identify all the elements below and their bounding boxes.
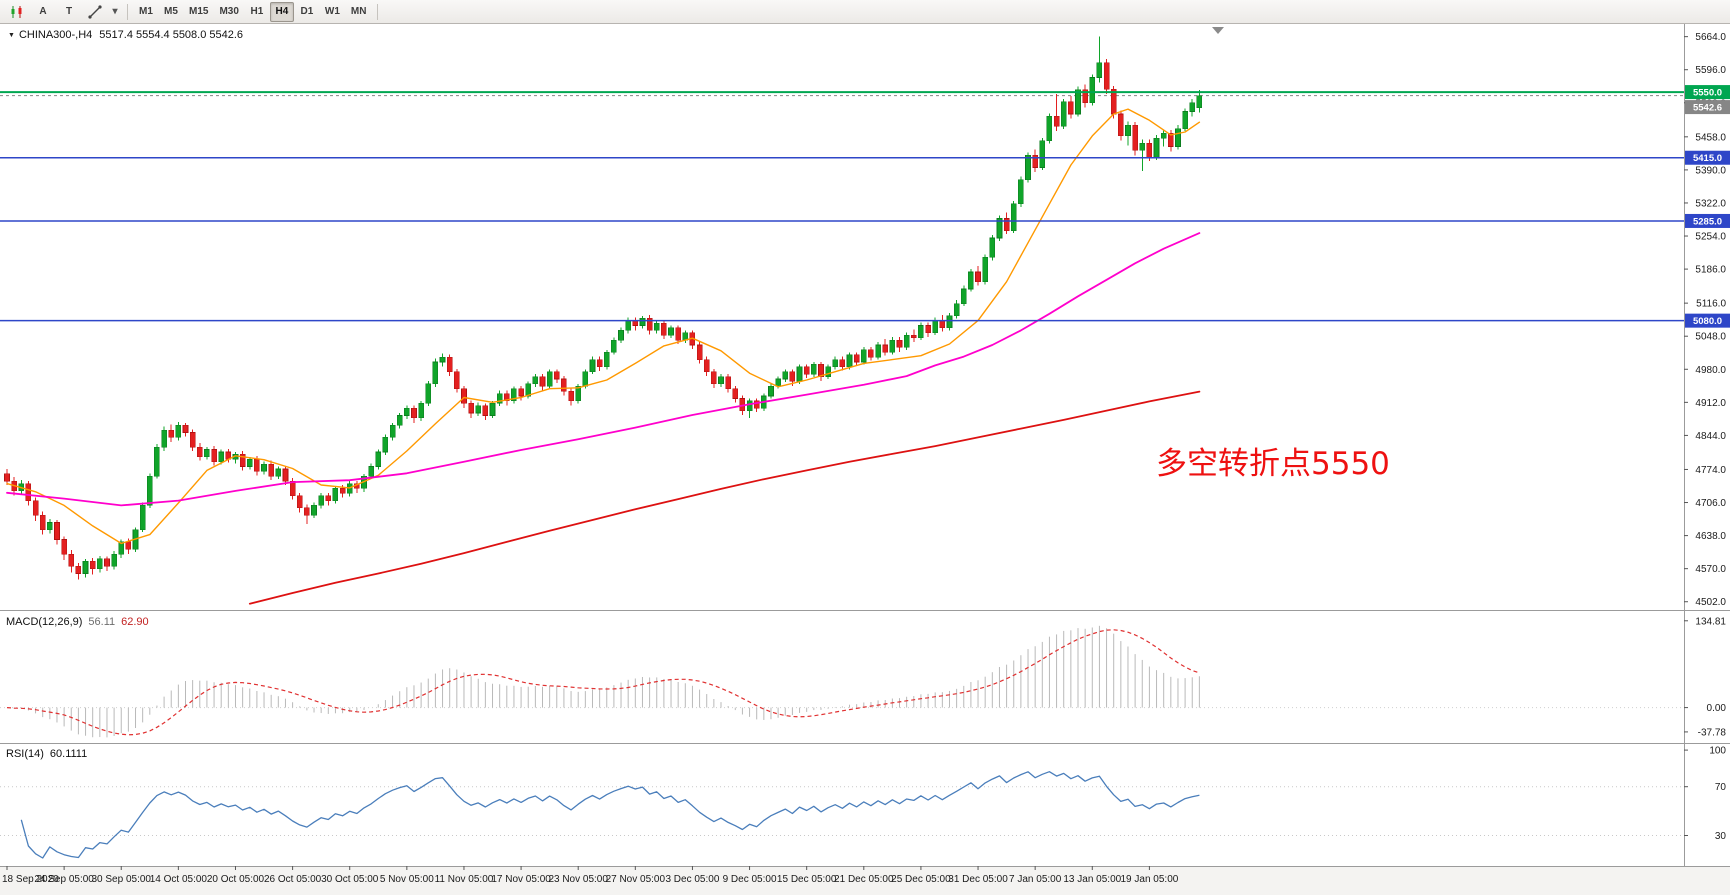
chart-shift-marker[interactable] xyxy=(1212,27,1224,34)
svg-text:21 Dec 05:00: 21 Dec 05:00 xyxy=(834,874,894,885)
trendline-tool-button[interactable] xyxy=(83,2,107,22)
svg-text:5048.0: 5048.0 xyxy=(1695,332,1726,343)
rsi-name: RSI(14) xyxy=(6,748,44,760)
svg-text:25 Dec 05:00: 25 Dec 05:00 xyxy=(891,874,951,885)
svg-text:0.00: 0.00 xyxy=(1707,703,1727,714)
svg-text:15 Dec 05:00: 15 Dec 05:00 xyxy=(777,874,837,885)
candlestick-chart-icon-button[interactable] xyxy=(5,2,29,22)
timeframe-button-m5[interactable]: M5 xyxy=(159,2,183,22)
text-tool-t-button[interactable]: T xyxy=(57,2,81,22)
timeframe-button-w1[interactable]: W1 xyxy=(320,2,345,22)
svg-text:13 Jan 05:00: 13 Jan 05:00 xyxy=(1063,874,1121,885)
svg-text:134.81: 134.81 xyxy=(1695,616,1726,627)
timeframe-button-h4[interactable]: H4 xyxy=(269,1,294,22)
price-badge-5415.0: 5415.0 xyxy=(1685,150,1730,165)
rsi-line xyxy=(20,771,1200,859)
macd-pane xyxy=(0,625,1684,738)
svg-text:5390.0: 5390.0 xyxy=(1695,165,1726,176)
cursor-tool-a-button[interactable]: A xyxy=(31,2,55,22)
price-badge-5285.0: 5285.0 xyxy=(1685,213,1730,228)
svg-text:5322.0: 5322.0 xyxy=(1695,198,1726,209)
svg-text:5550.0: 5550.0 xyxy=(1693,88,1722,99)
svg-text:-37.78: -37.78 xyxy=(1698,727,1727,738)
svg-text:11 Nov 05:00: 11 Nov 05:00 xyxy=(435,874,494,885)
macd-signal-value: 62.90 xyxy=(121,616,149,628)
symbol-ohlc-label: ▼ CHINA300-,H4 5517.4 5554.4 5508.0 5542.6 xyxy=(8,29,243,41)
timeframe-button-d1[interactable]: D1 xyxy=(295,2,319,22)
svg-text:7 Jan 05:00: 7 Jan 05:00 xyxy=(1009,874,1062,885)
price-badge-5080.0: 5080.0 xyxy=(1685,313,1730,328)
ohlc-values: 5517.4 5554.4 5508.0 5542.6 xyxy=(99,29,244,41)
svg-text:5186.0: 5186.0 xyxy=(1695,265,1726,276)
svg-text:5415.0: 5415.0 xyxy=(1693,153,1722,164)
svg-text:27 Nov 05:00: 27 Nov 05:00 xyxy=(606,874,666,885)
svg-text:5254.0: 5254.0 xyxy=(1695,232,1726,243)
svg-text:4912.0: 4912.0 xyxy=(1695,398,1726,409)
timeframe-group: M1 M5 M15 M30 H1 H4 D1 W1 MN xyxy=(134,1,372,22)
svg-text:30: 30 xyxy=(1715,831,1727,842)
macd-signal-line xyxy=(6,629,1200,736)
ma-slow-line xyxy=(248,390,1201,605)
svg-text:30 Oct 05:00: 30 Oct 05:00 xyxy=(321,874,379,885)
chart-annotation-text[interactable]: 多空转折点5550 xyxy=(1156,446,1390,482)
timeframe-button-m30[interactable]: M30 xyxy=(214,2,243,22)
svg-text:26 Oct 05:00: 26 Oct 05:00 xyxy=(264,874,322,885)
svg-text:5285.0: 5285.0 xyxy=(1693,216,1722,227)
svg-text:100: 100 xyxy=(1709,746,1726,757)
macd-indicator-label: MACD(12,26,9) 56.11 62.90 xyxy=(6,616,149,628)
rsi-indicator-label: RSI(14) 60.1111 xyxy=(6,748,87,760)
svg-text:4706.0: 4706.0 xyxy=(1695,498,1726,509)
svg-text:3 Dec 05:00: 3 Dec 05:00 xyxy=(665,874,719,885)
svg-text:5542.6: 5542.6 xyxy=(1693,103,1722,114)
timeframe-button-mn[interactable]: MN xyxy=(346,2,372,22)
svg-text:18 Sep 2020: 18 Sep 2020 xyxy=(2,874,59,885)
time-axis-strip[interactable] xyxy=(0,866,1730,895)
svg-text:17 Nov 05:00: 17 Nov 05:00 xyxy=(491,874,551,885)
svg-text:4774.0: 4774.0 xyxy=(1695,465,1726,476)
svg-text:4638.0: 4638.0 xyxy=(1695,531,1726,542)
svg-text:5458.0: 5458.0 xyxy=(1695,132,1726,143)
rsi-value: 60.1111 xyxy=(49,748,88,760)
svg-text:23 Nov 05:00: 23 Nov 05:00 xyxy=(548,874,608,885)
price-badge-5550.0: 5550.0 xyxy=(1685,85,1730,100)
timeframe-button-m15[interactable]: M15 xyxy=(184,2,213,22)
svg-text:5664.0: 5664.0 xyxy=(1695,32,1726,43)
svg-text:14 Oct 05:00: 14 Oct 05:00 xyxy=(150,874,208,885)
svg-text:5080.0: 5080.0 xyxy=(1693,316,1722,327)
macd-name: MACD(12,26,9) xyxy=(6,616,83,628)
svg-text:5116.0: 5116.0 xyxy=(1696,299,1726,310)
trendline-icon xyxy=(88,4,102,19)
toolbar: A T ▾ M1 M5 M15 M30 H1 H4 D1 W1 MN xyxy=(0,0,1730,24)
svg-text:24 Sep 05:00: 24 Sep 05:00 xyxy=(34,874,94,885)
svg-text:9 Dec 05:00: 9 Dec 05:00 xyxy=(723,874,777,885)
svg-text:5 Nov 05:00: 5 Nov 05:00 xyxy=(380,874,434,885)
toolbar-separator xyxy=(377,3,379,20)
candlestick-chart-icon xyxy=(11,5,22,18)
rsi-pane xyxy=(0,771,1684,859)
svg-text:4502.0: 4502.0 xyxy=(1695,597,1726,608)
svg-text:20 Oct 05:00: 20 Oct 05:00 xyxy=(207,874,265,885)
timeframe-button-h1[interactable]: H1 xyxy=(245,2,269,22)
tool-dropdown-caret[interactable]: ▾ xyxy=(109,2,121,22)
svg-text:4980.0: 4980.0 xyxy=(1695,365,1726,376)
timeframe-button-m1[interactable]: M1 xyxy=(134,2,158,22)
price-badge-5542.6: 5542.6 xyxy=(1685,100,1730,115)
toolbar-separator xyxy=(127,3,128,20)
svg-text:4570.0: 4570.0 xyxy=(1695,564,1726,575)
svg-text:70: 70 xyxy=(1715,782,1727,793)
macd-main-value: 56.11 xyxy=(88,616,116,628)
symbol-name: CHINA300-,H4 xyxy=(18,29,93,41)
candles-layer xyxy=(4,36,1203,580)
svg-text:30 Sep 05:00: 30 Sep 05:00 xyxy=(91,874,151,885)
svg-text:4844.0: 4844.0 xyxy=(1695,431,1726,442)
ma-medium-line xyxy=(6,232,1201,507)
svg-text:31 Dec 05:00: 31 Dec 05:00 xyxy=(948,874,1008,885)
ma-fast-line xyxy=(6,108,1201,545)
svg-text:19 Jan 05:00: 19 Jan 05:00 xyxy=(1120,874,1178,885)
svg-text:5596.0: 5596.0 xyxy=(1695,65,1726,76)
dropdown-triangle-icon: ▼ xyxy=(8,32,15,39)
